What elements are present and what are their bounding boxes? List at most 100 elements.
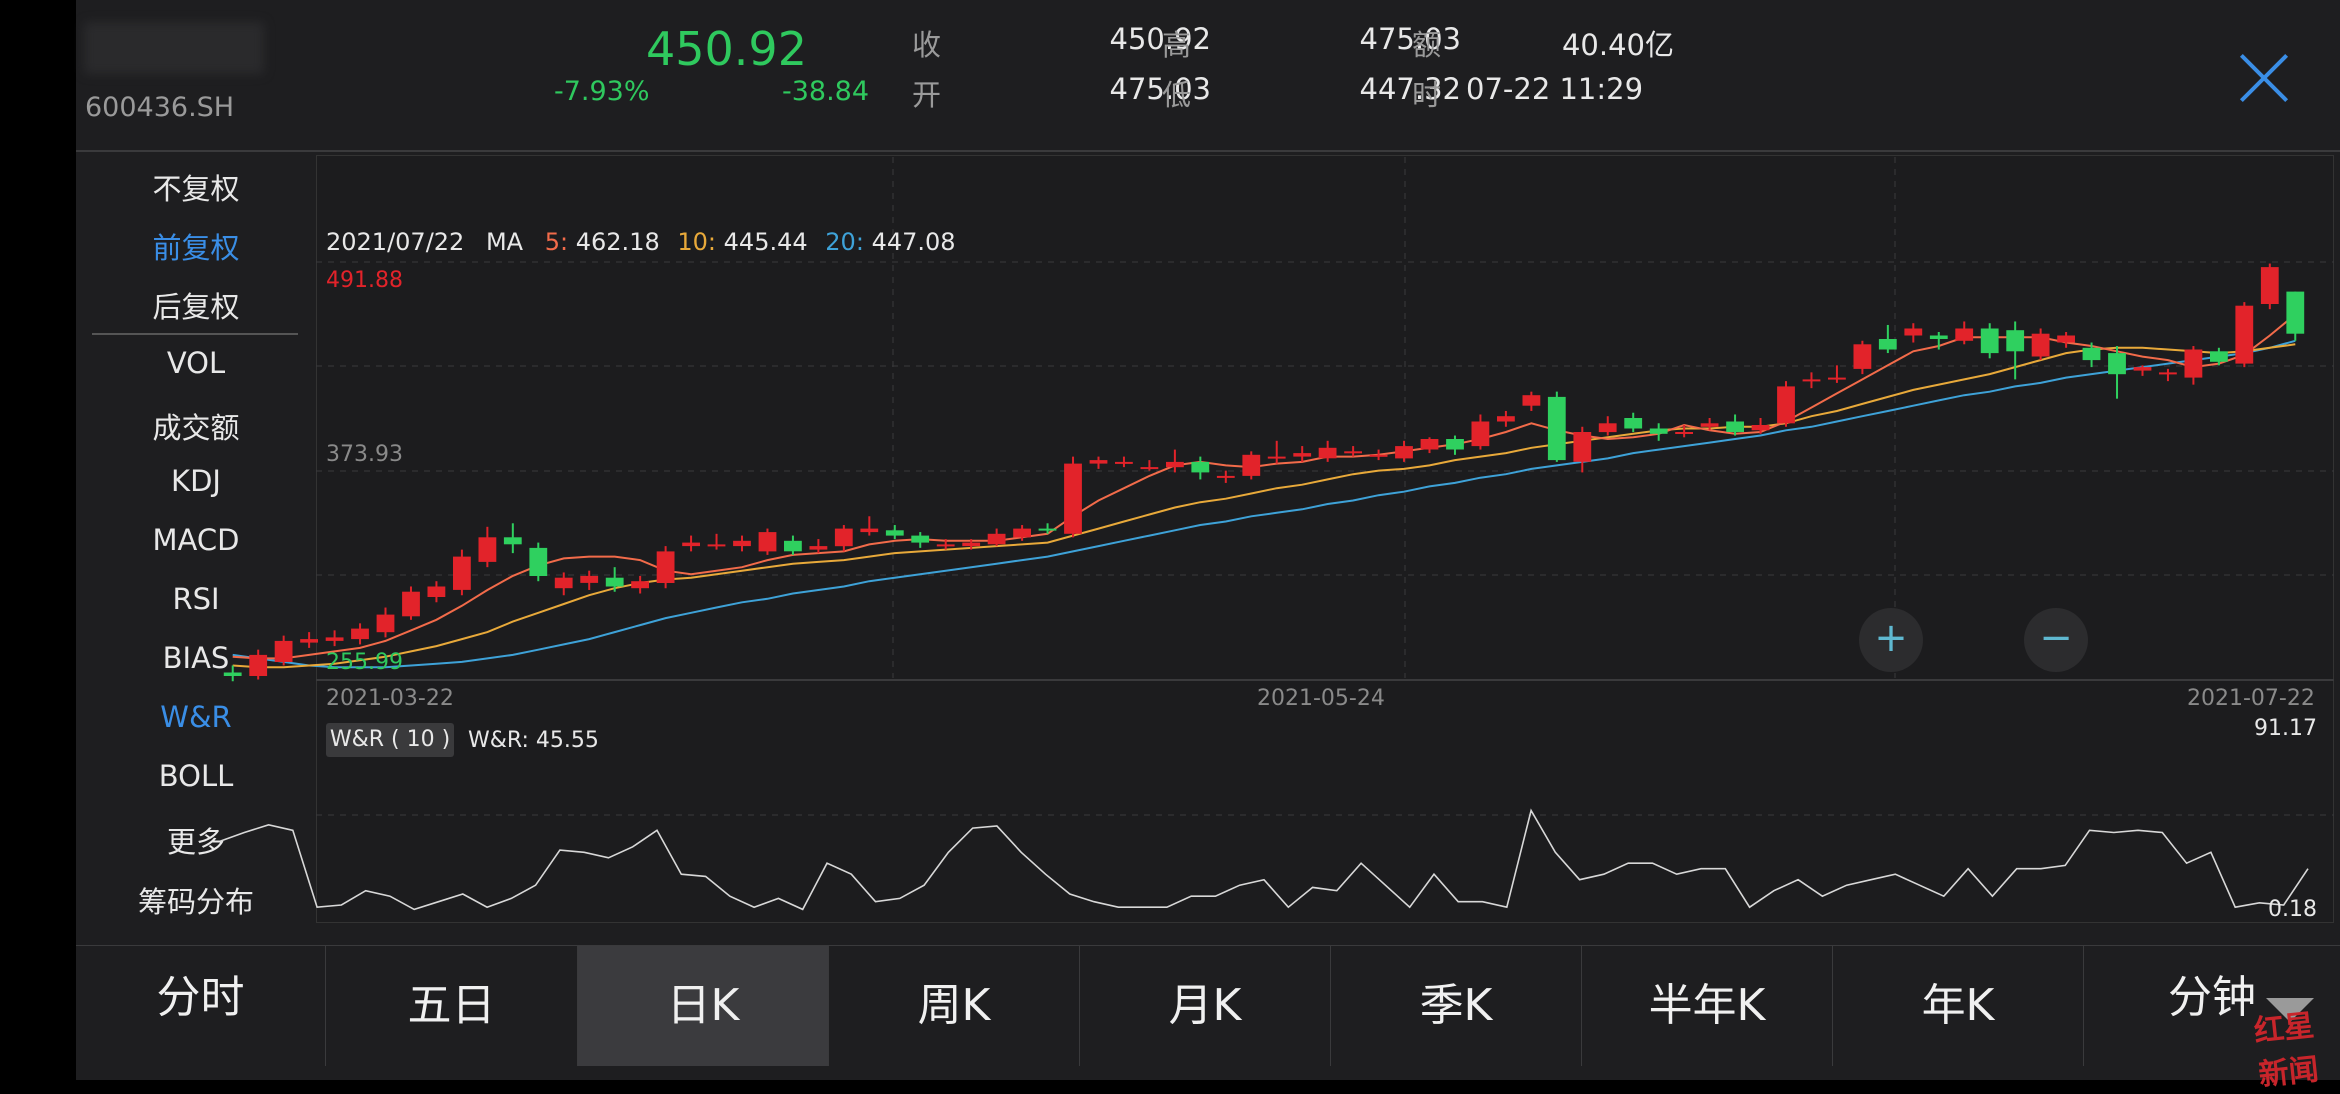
candle-body: [223, 672, 242, 676]
candle-body: [325, 637, 344, 641]
tab-five-day[interactable]: 五日: [326, 946, 578, 1066]
sidebar-item-macd[interactable]: MACD: [152, 523, 240, 557]
change-amount: -38.84: [782, 76, 870, 107]
close-label: 收: [912, 28, 942, 62]
candle-body: [2031, 333, 2050, 357]
candle-body: [1038, 528, 1057, 531]
tab-daily-k[interactable]: 日K: [578, 946, 829, 1066]
period-tabs: 分时 五日 日K 周K 月K 季K 半年K 年K 分钟: [76, 945, 2340, 1066]
sidebar-item-kdj[interactable]: KDJ: [171, 464, 221, 498]
high-label: 高: [1162, 28, 1192, 62]
candle-body: [1598, 423, 1617, 433]
date-axis-start: 2021-03-22: [326, 686, 454, 711]
zoom-in-button[interactable]: +: [1859, 608, 1923, 672]
sidebar-item-more[interactable]: 更多: [166, 825, 225, 859]
low-value: 447.32: [1359, 72, 1461, 106]
indicator-axis-top: 91.17: [2254, 716, 2317, 741]
sidebar-item-boll[interactable]: BOLL: [158, 759, 234, 793]
candle-body: [2057, 335, 2075, 343]
candle-body: [2108, 353, 2126, 375]
candle-body: [1344, 451, 1362, 454]
candle-body: [656, 551, 675, 583]
open-value: 475.03: [1109, 72, 1211, 106]
dropdown-arrow-icon[interactable]: [2266, 998, 2314, 1022]
sidebar-item-forward-adjust[interactable]: 前复权: [152, 231, 240, 265]
candle-body: [962, 542, 981, 547]
candle-body: [478, 537, 497, 562]
candle-body: [733, 540, 751, 547]
candle-body: [274, 640, 293, 662]
open-label: 开: [912, 78, 942, 112]
tab-weekly-k[interactable]: 周K: [829, 946, 1080, 1066]
candle-body: [682, 542, 700, 547]
candle-body: [1369, 454, 1388, 457]
time-value: 07-22 11:29: [1466, 72, 1644, 106]
tab-monthly-k[interactable]: 月K: [1080, 946, 1331, 1066]
candle-body: [1446, 439, 1464, 450]
candle-body: [2210, 351, 2228, 362]
candle-body: [2260, 267, 2279, 304]
candle-body: [1064, 463, 1082, 534]
candle-body: [1115, 461, 1133, 464]
tab-yearly-k[interactable]: 年K: [1833, 946, 2084, 1066]
indicator-value: W&R: 45.55: [468, 728, 599, 753]
candle-body: [2159, 372, 2177, 375]
candle-body: [936, 544, 955, 547]
sidebar-item-wr[interactable]: W&R: [160, 700, 232, 734]
candle-body: [885, 530, 904, 536]
candle-body: [1624, 418, 1643, 429]
plus-icon: +: [1874, 615, 1908, 661]
indicator-sidebar: 不复权 前复权 后复权 VOL 成交额 KDJ MACD RSI BIAS W&…: [76, 152, 316, 942]
sidebar-item-bias[interactable]: BIAS: [162, 641, 230, 675]
candle-body: [580, 575, 599, 583]
candle-body: [1980, 328, 1999, 354]
amount-label: 额: [1412, 28, 1442, 62]
candle-body: [1216, 475, 1235, 478]
sidebar-item-chip-distribution[interactable]: 筹码分布: [137, 885, 254, 919]
candle-body: [453, 556, 471, 590]
sidebar-item-rsi[interactable]: RSI: [172, 582, 220, 616]
candle-body: [1649, 428, 1668, 434]
candle-body: [1089, 460, 1108, 464]
stock-code: 600436.SH: [85, 92, 235, 123]
candle-body: [1497, 416, 1515, 422]
candle-body: [1547, 396, 1566, 461]
candle-body: [1726, 421, 1744, 432]
candle-body: [2006, 330, 2025, 352]
ma20-sep: :: [855, 228, 864, 256]
sidebar-divider: [92, 333, 298, 335]
time-label: 时: [1412, 78, 1442, 112]
date-axis-end: 2021-07-22: [2187, 686, 2315, 711]
kline-chart[interactable]: [76, 0, 2340, 945]
candle-body: [2184, 349, 2203, 378]
candle-body: [1777, 386, 1795, 424]
zoom-out-button[interactable]: −: [2024, 608, 2088, 672]
candle-body: [2133, 367, 2152, 371]
wr-line: [219, 808, 2309, 911]
candle-body: [1522, 395, 1541, 406]
minus-icon: −: [2039, 615, 2073, 661]
candle-body: [554, 577, 573, 589]
tab-intraday[interactable]: 分时: [76, 946, 326, 1066]
sidebar-item-no-adjust[interactable]: 不复权: [152, 172, 240, 206]
amount-value: 40.40亿: [1561, 28, 1674, 62]
candle-body: [1929, 335, 1948, 339]
candle-body: [1828, 377, 1846, 380]
indicator-tag[interactable]: W&R ( 10 ): [326, 723, 454, 757]
sidebar-item-backward-adjust[interactable]: 后复权: [152, 290, 240, 324]
sidebar-item-turnover[interactable]: 成交额: [152, 411, 240, 445]
candle-body: [860, 528, 879, 533]
date-axis-mid: 2021-05-24: [1257, 686, 1385, 711]
candle-body: [1166, 461, 1184, 468]
tab-minute[interactable]: 分钟: [2168, 972, 2256, 1023]
candle-body: [351, 628, 369, 640]
candle-body: [1471, 421, 1490, 447]
candle-body: [834, 528, 853, 547]
quote-header: 600436.SH 450.92 -7.93% -38.84 收 450.92 …: [76, 0, 2340, 150]
tab-quarterly-k[interactable]: 季K: [1331, 946, 1582, 1066]
candle-body: [1675, 432, 1693, 434]
tab-half-year-k[interactable]: 半年K: [1582, 946, 1833, 1066]
candle-body: [1420, 439, 1439, 450]
chart-panel[interactable]: [316, 155, 2334, 923]
sidebar-item-vol[interactable]: VOL: [166, 346, 226, 380]
